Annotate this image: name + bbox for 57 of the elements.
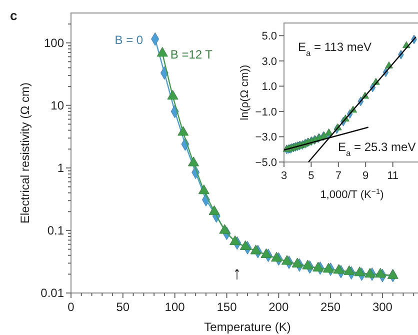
point [271,252,282,262]
y-tick-label: −3.0 [255,132,277,144]
series-label: B =12 T [170,47,214,62]
x-tick-label: 0 [68,300,75,314]
point [364,268,376,278]
y-tick-label: 10 [50,98,64,113]
x-axis-title: Temperature (K) [204,320,291,334]
point [240,240,251,250]
y-tick-label: 5.0 [262,30,277,42]
y-tick-label: 3.0 [262,56,277,68]
point [322,262,334,273]
point [250,244,262,254]
y-tick-label: 0.1 [47,224,64,238]
point [333,264,344,274]
y-tick-label: 1.0 [262,81,277,94]
y-tick-label: −5.0 [255,156,277,169]
x-tick-label: 50 [116,300,130,314]
text: c [10,8,18,23]
point [178,126,189,136]
annotation: ↑ [232,263,242,283]
x-tick-label: 3 [280,170,288,182]
x-axis-title: 1,000/T (K$^{−1}$) [320,186,384,201]
point [387,269,398,279]
annotation: E$_{a}$ = 25.3 meV [338,140,416,158]
point [219,224,230,234]
point [324,128,333,136]
point [312,262,324,272]
y-tick-label: 100 [44,36,64,50]
x-tick-label: 100 [164,300,186,314]
x-tick-label: 5 [308,170,314,182]
series-label: B = 0 [114,33,144,48]
point [374,268,386,278]
x-tick-label: 9 [362,170,369,182]
point [344,265,355,275]
point [188,156,200,166]
point [208,205,220,215]
x-tick-label: 11 [387,170,399,182]
y-tick-label: 0.01 [40,286,64,300]
point [302,260,314,270]
x-tick-label: 250 [320,300,341,314]
y-axis-title: Electrical resistivity (Ω cm) [18,82,32,224]
y-tick-label: 1 [57,161,64,176]
x-tick-label: 150 [216,300,238,314]
point [292,258,303,268]
point [281,255,292,265]
y-tick-label: −1.0 [255,106,277,118]
point [198,184,210,194]
point [156,46,168,57]
point [354,266,366,276]
x-tick-label: 200 [268,300,289,314]
annotation: E$_{a}$ = 113 meV [298,40,372,58]
y-axis-title: ln(ρ(Ω cm)) [239,64,251,120]
point [260,248,272,258]
point [167,90,178,100]
x-tick-label: 7 [335,170,342,182]
x-tick-label: 300 [372,300,393,314]
point [230,235,241,246]
